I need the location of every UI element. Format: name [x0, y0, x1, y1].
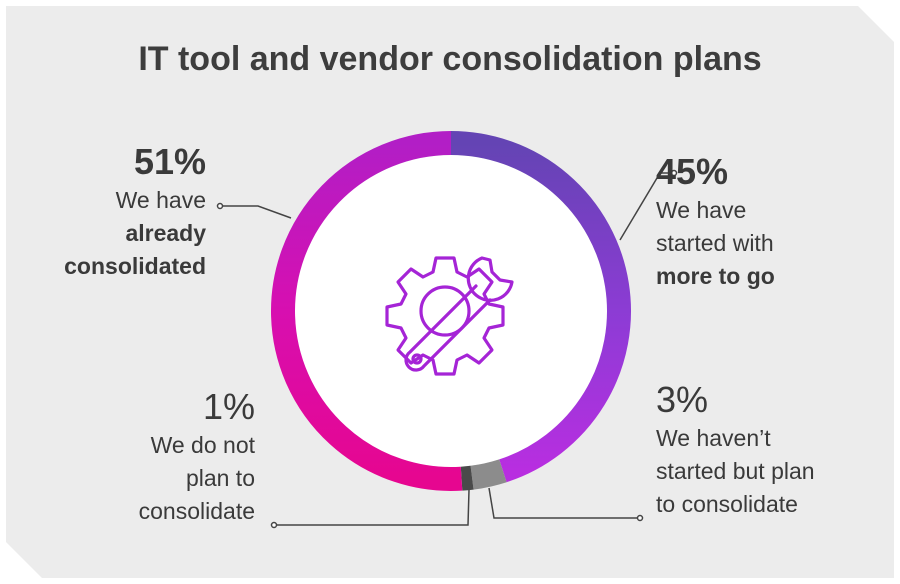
label-no-plan: 1% We do not plan to consolidate: [138, 386, 255, 524]
leader-3: [488, 487, 638, 519]
pct-45: 45%: [656, 151, 729, 192]
label-not-started-plan: 3% We haven’t started but plan to consol…: [656, 379, 815, 517]
slice-not-started-plan: [470, 459, 507, 490]
label-started-more-to-go: 45% We have started with more to go: [656, 151, 775, 289]
leader-51: [222, 205, 292, 219]
pct-1: 1%: [202, 386, 255, 427]
slice-already-consolidated: [271, 131, 463, 491]
leader-dot-45: [670, 169, 678, 177]
pct-3: 3%: [656, 379, 709, 420]
pct-51: 51%: [133, 141, 206, 182]
leader-45: [619, 172, 674, 241]
slice-no-plan: [460, 465, 474, 491]
chart-title: IT tool and vendor consolidation plans: [138, 40, 762, 78]
leader-1: [276, 489, 470, 526]
leader-dot-3: [636, 514, 644, 522]
slice-started-more-to-go: [450, 131, 631, 483]
label-already-consolidated: 51% We have already consolidated: [64, 141, 206, 279]
leader-dot-1: [270, 521, 278, 529]
gear-wrench-icon: [385, 256, 514, 376]
leader-dot-51: [216, 202, 224, 210]
